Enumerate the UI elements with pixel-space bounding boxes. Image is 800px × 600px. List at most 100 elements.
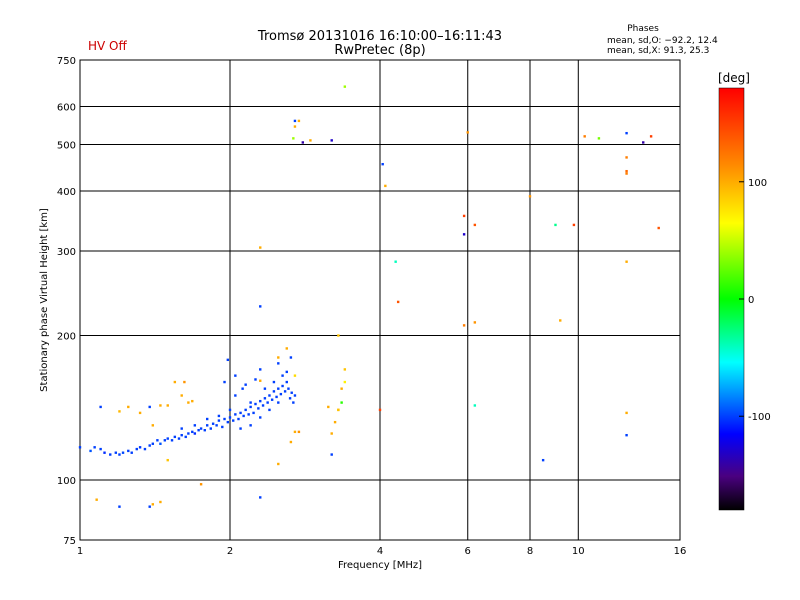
y-tick-label: 300 [57, 247, 76, 258]
data-point [205, 417, 209, 421]
data-point [340, 401, 343, 404]
data-point [528, 195, 532, 198]
data-point [244, 408, 247, 412]
data-point [394, 260, 397, 263]
data-point [343, 380, 347, 384]
data-point [285, 347, 288, 350]
data-point [249, 401, 252, 404]
data-point [234, 394, 237, 397]
data-point [151, 442, 155, 445]
data-point [462, 324, 466, 327]
data-point [93, 446, 96, 449]
data-point [239, 411, 242, 415]
data-point [228, 416, 232, 419]
data-point [244, 383, 247, 386]
x-tick-label: 10 [572, 546, 585, 557]
data-point [657, 226, 660, 230]
data-point [625, 260, 628, 263]
data-point [184, 435, 187, 439]
data-point [268, 408, 271, 412]
data-point [118, 505, 121, 508]
data-point [217, 419, 221, 422]
data-point [177, 437, 181, 440]
data-point [343, 85, 347, 88]
y-tick-label: 200 [57, 332, 76, 343]
y-tick-label: 75 [63, 536, 76, 547]
data-point [277, 362, 280, 365]
data-point [340, 387, 343, 390]
data-point [254, 378, 257, 381]
data-point [78, 446, 82, 449]
data-point [281, 384, 284, 388]
data-point [228, 408, 232, 412]
data-point [337, 408, 340, 412]
data-point [330, 453, 333, 456]
data-point [159, 404, 162, 407]
y-tick-label: 500 [57, 141, 76, 152]
data-point [103, 451, 106, 454]
data-point [156, 439, 159, 442]
data-point [249, 424, 252, 427]
data-point [473, 223, 477, 227]
data-point [462, 214, 466, 218]
data-point [127, 405, 130, 409]
data-point [151, 424, 155, 427]
data-point [396, 300, 400, 304]
data-point [259, 379, 262, 382]
data-point [541, 458, 545, 462]
data-point [285, 370, 288, 374]
data-point [642, 141, 645, 144]
data-point [462, 233, 466, 236]
data-point [583, 135, 586, 138]
data-point [118, 410, 121, 413]
grid-lines [80, 60, 680, 540]
colorbar-tick-label: 100 [748, 178, 767, 189]
data-point [333, 420, 337, 424]
data-point [263, 397, 267, 400]
data-point [285, 380, 288, 384]
data-point [191, 399, 194, 403]
data-point [287, 387, 290, 390]
y-tick-label: 750 [57, 56, 76, 67]
data-point [241, 387, 244, 390]
data-point [252, 411, 255, 415]
colorbar-ticks: 100 0 -100 [739, 178, 771, 423]
data-point [559, 319, 562, 322]
x-tick-label: 1 [77, 546, 83, 557]
data-point [180, 394, 183, 397]
data-point [297, 430, 301, 434]
data-point [259, 496, 262, 499]
data-point [138, 411, 142, 415]
data-point [183, 380, 186, 384]
stats-title: Phases [627, 24, 659, 34]
data-point [193, 424, 197, 427]
data-point [277, 462, 280, 466]
colorbar-tick-label: 0 [748, 295, 754, 306]
data-point [148, 505, 151, 508]
x-tick-label: 8 [527, 546, 533, 557]
data-point [281, 374, 284, 377]
data-point [259, 246, 262, 249]
stats-line-o: mean, sd,O: −92.2, 12.4 [607, 36, 718, 46]
data-point [209, 427, 212, 430]
data-point [289, 440, 293, 444]
data-point [151, 503, 155, 506]
data-point [384, 184, 387, 188]
data-point [223, 417, 226, 421]
data-point [173, 435, 177, 439]
data-point [232, 419, 235, 422]
data-point [297, 119, 301, 123]
data-point [234, 413, 237, 416]
data-point [292, 401, 295, 404]
data-point [268, 394, 271, 397]
data-point [293, 394, 297, 397]
stats-line-x: mean, sd,X: 91.3, 25.3 [607, 46, 709, 56]
data-point [272, 380, 276, 384]
data-point [170, 439, 174, 442]
data-point [266, 401, 269, 404]
data-point [259, 368, 262, 371]
data-point [270, 398, 274, 401]
data-point [242, 414, 245, 418]
data-point [625, 169, 628, 173]
